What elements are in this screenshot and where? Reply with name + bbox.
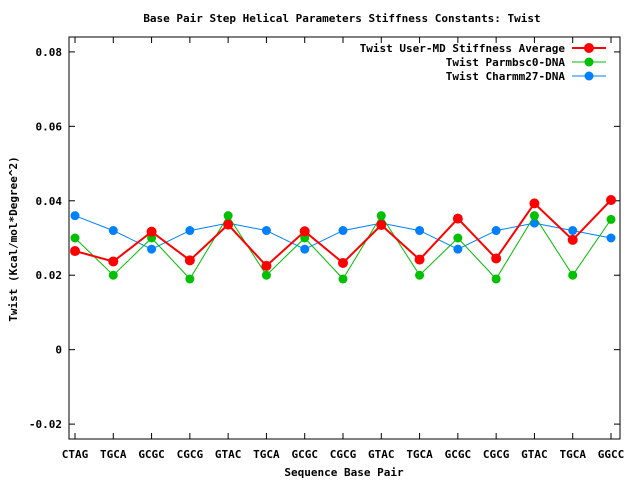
chart-title: Base Pair Step Helical Parameters Stiffn… (143, 12, 540, 25)
data-point (108, 226, 118, 236)
data-point (452, 213, 463, 224)
data-point (415, 270, 425, 280)
x-axis: CTAG TGCA GCGC CGCG GTAC TGCA GCGC CGCG GTAC TGCA… (62, 37, 625, 461)
x-tick-label: GTAC (368, 448, 395, 461)
data-point (70, 246, 80, 257)
x-tick-label: TGCA (253, 448, 280, 461)
data-point (108, 256, 119, 267)
data-point (606, 214, 616, 224)
data-point (606, 195, 616, 206)
data-point (453, 244, 463, 254)
y-tick-label: 0.06 (36, 120, 63, 133)
x-tick-label: CGCG (330, 448, 357, 461)
y-tick-label: -0.02 (29, 418, 62, 431)
series-2 (70, 211, 616, 254)
x-tick-label: TGCA (559, 448, 586, 461)
x-tick-label: GCGC (138, 448, 165, 461)
data-point (299, 226, 310, 237)
x-tick-label: GGCC (598, 448, 625, 461)
legend-label: Twist User-MD Stiffness Average (360, 42, 566, 55)
data-point (108, 270, 118, 280)
data-point (376, 211, 386, 221)
data-point (415, 226, 425, 236)
y-axis: 0.08 0.06 0.04 0.02 0 -0.02 (29, 46, 620, 431)
data-point (529, 211, 539, 221)
legend-label: Twist Charmm27-DNA (446, 70, 566, 83)
data-point (491, 274, 501, 284)
data-point (376, 219, 387, 230)
y-tick-label: 0.04 (36, 195, 63, 208)
data-point (338, 274, 348, 284)
x-tick-label: GCGC (291, 448, 318, 461)
data-point (185, 226, 195, 236)
data-point (223, 211, 233, 221)
legend-label: Twist Parmbsc0-DNA (446, 56, 566, 69)
y-tick-label: 0 (55, 344, 62, 357)
x-tick-label: GCGC (445, 448, 472, 461)
x-tick-label: CGCG (177, 448, 204, 461)
y-tick-label: 0.08 (36, 46, 63, 59)
legend-swatch-marker (584, 71, 594, 81)
x-tick-label: TGCA (100, 448, 127, 461)
data-point (567, 234, 578, 245)
series-0 (70, 195, 616, 271)
legend-swatch-marker (584, 43, 594, 53)
data-point (300, 244, 310, 254)
data-point (184, 255, 195, 266)
series-layer (70, 195, 616, 284)
data-point (261, 260, 272, 271)
legend-swatch-marker (584, 57, 594, 67)
data-point (70, 211, 80, 221)
plot-frame (68, 36, 621, 440)
data-point (147, 244, 157, 254)
data-point (70, 233, 80, 243)
data-point (414, 254, 425, 265)
data-point (453, 233, 463, 243)
x-axis-label: Sequence Base Pair (284, 466, 404, 479)
data-point (606, 233, 616, 243)
data-point (568, 270, 578, 280)
data-point (223, 219, 234, 230)
data-point (529, 198, 540, 209)
x-tick-label: GTAC (215, 448, 242, 461)
x-tick-label: CGCG (483, 448, 510, 461)
data-point (491, 226, 501, 236)
data-point (261, 226, 271, 236)
data-point (261, 270, 271, 280)
data-point (529, 218, 539, 228)
data-point (568, 226, 578, 236)
data-point (146, 226, 157, 237)
x-tick-label: CTAG (62, 448, 89, 461)
data-point (338, 257, 348, 268)
y-tick-label: 0.02 (36, 269, 63, 282)
x-tick-label: GTAC (521, 448, 548, 461)
data-point (491, 253, 502, 264)
data-point (185, 274, 195, 284)
data-point (338, 226, 348, 236)
y-axis-label: Twist (Kcal/mol*Degree^2) (7, 156, 20, 322)
x-tick-label: TGCA (406, 448, 433, 461)
